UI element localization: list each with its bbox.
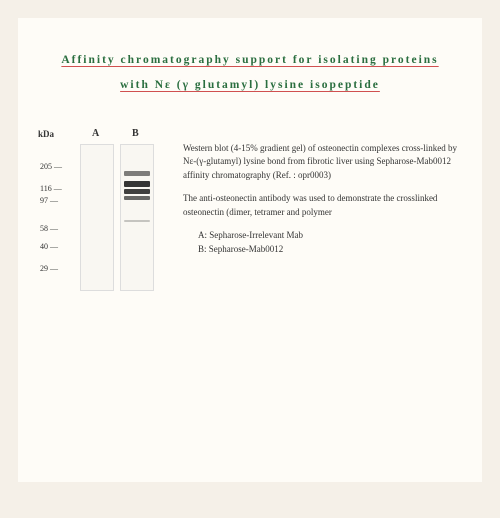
gel-band [124, 181, 150, 187]
unit-label: kDa [38, 129, 54, 139]
gel-lane [80, 144, 114, 291]
paragraph-result: The anti-osteonectin antibody was used t… [183, 192, 462, 219]
gel-band [124, 196, 150, 200]
legend-b: B: Sepharose-Mab0012 [198, 243, 462, 257]
mw-marker: 205 [40, 162, 62, 171]
lane-label: B [132, 128, 139, 139]
mw-marker: 97 [40, 196, 58, 205]
mw-marker: 29 [40, 264, 58, 273]
gel-band [124, 220, 150, 222]
mw-marker: 58 [40, 224, 58, 233]
lane-label: A [92, 128, 99, 139]
paragraph-method: Western blot (4-15% gradient gel) of ost… [183, 142, 462, 183]
gel-lane [120, 144, 154, 291]
western-blot-figure: kDa 205 116 97 58 40 29 A B [38, 124, 168, 304]
mw-marker: 40 [40, 242, 58, 251]
content-row: kDa 205 116 97 58 40 29 A B Western blot (4-15… [38, 124, 462, 304]
gel-band [124, 189, 150, 194]
legend-a: A: Sepharose-Irrelevant Mab [198, 229, 462, 243]
mw-marker: 116 [40, 184, 62, 193]
gel-band [124, 171, 150, 176]
description-text: Western blot (4-15% gradient gel) of ost… [183, 124, 462, 304]
page-title: Affinity chromatography support for isol… [38, 48, 462, 99]
